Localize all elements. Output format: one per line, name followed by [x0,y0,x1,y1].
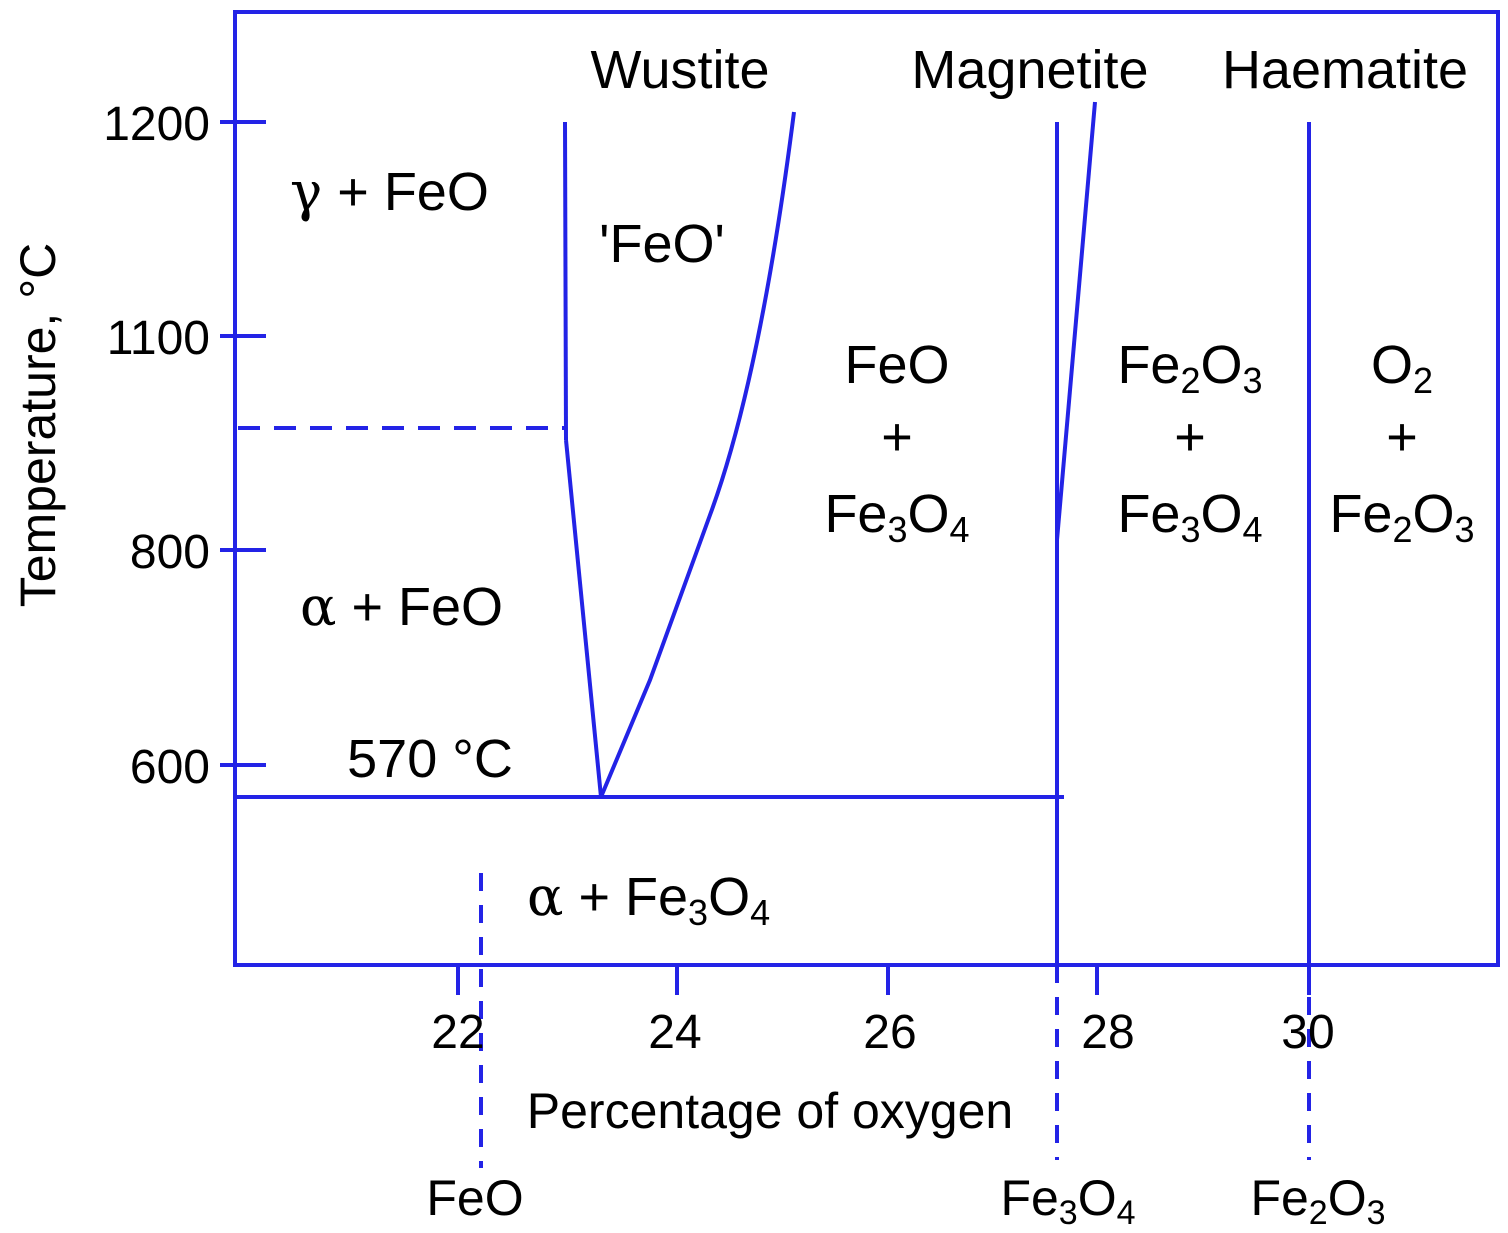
wustite-left-boundary-upper [563,121,568,441]
fe2o3-fe3o4-plus: + [1174,407,1206,467]
o2-fe2o3-sub1: 2 [1392,509,1412,550]
phase-name-wustite: Wustite [590,40,769,100]
fe2o3-fe3o4-sub1: 2 [1180,360,1200,401]
alpha-symbol: α [300,575,336,638]
gamma-feo-rest: + FeO [322,162,489,222]
fe2o3-fe3o4-line3: Fe3O4 [1117,484,1262,550]
wustite-right-boundary [599,111,796,798]
fe3o4-sub2: 4 [1117,1194,1136,1232]
x-axis-ticks [456,965,1311,995]
alpha-fe3o4-fe: + Fe [563,867,688,927]
fe2o3-sub2: 3 [1367,1194,1386,1232]
y-axis-ticks [220,120,266,767]
feo-fe3o4-sub1: 3 [887,509,907,550]
region-fe2o3-fe3o4: Fe2O3 + Fe3O4 [1117,335,1262,550]
o2-fe2o3-o: O [1413,484,1455,544]
region-feo-fe3o4: FeO + Fe3O4 [824,335,969,550]
feo-fe3o4-line3: Fe3O4 [824,484,969,550]
x-tick-label-26: 26 [863,1006,916,1059]
y-axis-title: Temperature, °C [10,243,66,608]
x-tick-label-24: 24 [648,1006,701,1059]
gamma-symbol: γ [290,160,322,223]
fe2o3-fe3o4-o-b: O [1201,484,1243,544]
y-tick-label-1200: 1200 [103,98,210,151]
fe2o3-fe: Fe [1250,1170,1308,1226]
fe2o3-fe3o4-sub4: 4 [1243,509,1263,550]
phase-boundaries [235,101,1311,1168]
fe2o3-sub1: 2 [1309,1194,1328,1232]
fe2o3-fe3o4-fe-b: Fe [1117,484,1180,544]
alpha-fe3o4-o: O [708,867,750,927]
wustite-left-boundary-lower [564,439,603,798]
compound-label-fe3o4: Fe3O4 [1000,1170,1135,1232]
phase-name-magnetite: Magnetite [911,40,1148,100]
phase-name-haematite: Haematite [1222,40,1468,100]
fe2o3-o: O [1328,1170,1367,1226]
o2-fe2o3-line3: Fe2O3 [1329,484,1474,550]
alpha-fe3o4-sub1: 3 [688,892,708,933]
y-tick-label-1100: 1100 [107,312,210,365]
region-o2-fe2o3: O2 + Fe2O3 [1329,335,1474,550]
fe3o4-fe: Fe [1000,1170,1058,1226]
compound-label-feo: FeO [426,1170,523,1226]
plot-frame [233,10,1500,967]
feo-fe3o4-sub2: 4 [950,509,970,550]
fe2o3-fe3o4-line1: Fe2O3 [1117,335,1262,401]
y-tick-label-800: 800 [130,526,210,579]
magnetite-right-boundary [1055,101,1097,541]
x-tick-label-30: 30 [1281,1006,1334,1059]
y-tick-labels: 1200 1100 800 600 [103,98,210,794]
o2-fe2o3-fe: Fe [1329,484,1392,544]
fe2o3-fe3o4-o: O [1201,335,1243,395]
feo-fe3o4-line1: FeO [844,335,949,395]
o2-fe2o3-sub2: 3 [1455,509,1475,550]
feo-fe3o4-o: O [908,484,950,544]
o2-fe2o3-plus: + [1386,407,1418,467]
fe2o3-fe3o4-sub3: 3 [1180,509,1200,550]
compound-label-fe2o3: Fe2O3 [1250,1170,1385,1232]
region-alpha-feo: α + FeO [300,575,503,638]
region-alpha-fe3o4: α + Fe3O4 [527,865,770,933]
x-tick-label-22: 22 [431,1006,484,1059]
alpha-symbol-lower: α [527,865,563,928]
x-tick-label-28: 28 [1081,1006,1134,1059]
o2-o: O [1371,335,1413,395]
x-tick-labels: 22 24 26 28 30 [431,1006,1334,1059]
o2-sub: 2 [1413,360,1433,401]
fe2o3-fe3o4-sub2: 3 [1243,360,1263,401]
eutectoid-temperature-label: 570 °C [347,729,513,789]
x-axis-title: Percentage of oxygen [527,1083,1013,1139]
feo-fe3o4-plus: + [881,407,913,467]
region-gamma-feo: γ + FeO [290,160,489,223]
alpha-fe3o4-sub2: 4 [750,892,770,933]
fe3o4-sub1: 3 [1059,1194,1078,1232]
fe3o4-o: O [1078,1170,1117,1226]
alpha-feo-rest: + FeO [336,577,503,637]
y-tick-label-600: 600 [130,741,210,794]
o2-fe2o3-line1: O2 [1371,335,1433,401]
fe2o3-fe3o4-fe: Fe [1117,335,1180,395]
region-feo-quoted: 'FeO' [599,214,725,274]
feo-fe3o4-fe: Fe [824,484,887,544]
